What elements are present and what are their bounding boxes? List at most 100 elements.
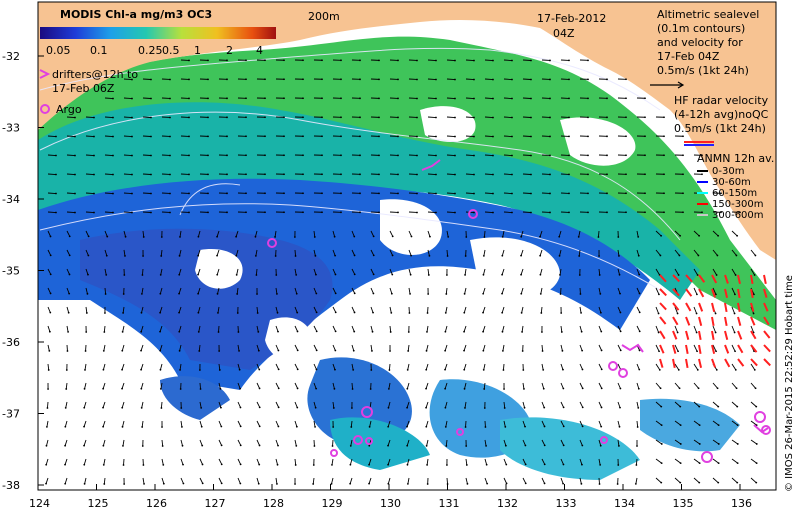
hf-arrow (750, 274, 754, 285)
velocity-arrow-head (678, 387, 681, 390)
velocity-arrow-head (295, 444, 298, 447)
velocity-arrow (426, 458, 429, 465)
velocity-arrow-head (425, 444, 428, 447)
velocity-arrow-head (755, 481, 758, 484)
velocity-arrow-head (735, 387, 738, 390)
velocity-arrow (47, 192, 57, 194)
velocity-arrow (237, 420, 242, 427)
hf-arrow (724, 344, 730, 354)
velocity-arrow-head (696, 274, 699, 276)
velocity-arrow-head (372, 235, 375, 238)
velocity-arrow-head (663, 173, 665, 176)
velocity-arrow-head (274, 255, 277, 257)
velocity-arrow (483, 249, 486, 256)
velocity-arrow (102, 439, 106, 446)
velocity-arrow (427, 173, 437, 175)
velocity-arrow (464, 268, 467, 275)
velocity-arrow-head (523, 388, 525, 390)
velocity-arrow (444, 382, 448, 389)
velocity-arrow-head (238, 368, 241, 371)
velocity-arrow-head (492, 173, 494, 176)
velocity-arrow (427, 78, 437, 80)
argo-float (761, 425, 771, 435)
velocity-arrow (294, 344, 299, 351)
hf-arrow (672, 344, 677, 354)
velocity-arrow-head (257, 482, 260, 485)
velocity-arrow-head (483, 388, 486, 390)
velocity-arrow-head (321, 97, 323, 100)
velocity-arrow-head (581, 425, 584, 428)
velocity-arrow-head (239, 425, 242, 428)
colorbar-tick-label: 2 (226, 44, 233, 57)
velocity-arrow-head (638, 330, 641, 333)
velocity-arrow (484, 192, 494, 195)
velocity-arrow (712, 439, 720, 445)
velocity-arrow-head (83, 425, 85, 428)
velocity-arrow-head (159, 349, 162, 352)
velocity-arrow-head (245, 135, 247, 138)
velocity-arrow-head (530, 116, 532, 119)
velocity-arrow-head (302, 211, 304, 214)
velocity-arrow-head (321, 154, 323, 157)
velocity-arrow-head (258, 463, 261, 466)
velocity-arrow-head (446, 274, 448, 276)
velocity-arrow (579, 344, 583, 351)
velocity-arrow-head (522, 369, 525, 371)
velocity-arrow (540, 287, 543, 294)
velocity-arrow-head (296, 387, 299, 390)
velocity-arrow (598, 439, 602, 446)
velocity-arrow-head (199, 388, 202, 390)
velocity-arrow-head (276, 483, 278, 485)
velocity-arrow (142, 135, 152, 137)
velocity-arrow-head (530, 97, 532, 100)
velocity-arrow (731, 420, 738, 426)
velocity-arrow (465, 78, 475, 81)
velocity-arrow-head (150, 154, 152, 157)
altimetry-line-4: 17-Feb 04Z (657, 50, 720, 63)
velocity-arrow-head (313, 236, 316, 238)
velocity-arrow (197, 230, 201, 237)
velocity-arrow-head (49, 254, 52, 257)
velocity-arrow-head (679, 481, 682, 484)
velocity-arrow (425, 401, 429, 408)
hf-arrow (672, 316, 679, 326)
velocity-arrow (313, 306, 318, 313)
velocity-arrow-head (359, 154, 361, 157)
velocity-arrow-head (463, 368, 466, 371)
hf-arrow (711, 344, 716, 354)
velocity-arrow-head (549, 154, 551, 157)
velocity-arrow-head (237, 331, 240, 333)
velocity-arrow-head (359, 116, 361, 119)
velocity-arrow-head (562, 444, 565, 447)
velocity-arrow-head (679, 234, 682, 237)
velocity-arrow (66, 268, 70, 275)
velocity-arrow-head (501, 349, 504, 352)
velocity-arrow-head (715, 293, 717, 296)
velocity-arrow (617, 344, 622, 351)
hf-arrow (659, 330, 666, 340)
velocity-arrow (484, 173, 494, 176)
velocity-arrow-head (753, 274, 756, 276)
velocity-arrow (389, 249, 393, 256)
velocity-arrow-head (45, 482, 47, 485)
velocity-arrow-head (178, 292, 180, 295)
velocity-arrow-head (406, 463, 409, 466)
velocity-arrow-head (277, 387, 280, 390)
velocity-arrow (503, 78, 513, 80)
velocity-arrow-head (600, 425, 603, 428)
velocity-arrow-head (254, 235, 257, 238)
velocity-arrow (597, 230, 600, 238)
velocity-arrow-head (579, 293, 582, 295)
velocity-arrow-head (483, 407, 486, 409)
lon-tick-label: 132 (497, 497, 518, 510)
velocity-arrow-head (618, 273, 621, 276)
velocity-arrow-head (169, 154, 171, 157)
hf-arrow (737, 316, 742, 326)
velocity-arrow (85, 230, 90, 237)
velocity-arrow-head (549, 211, 551, 214)
velocity-arrow (66, 154, 76, 156)
velocity-arrow (463, 363, 467, 370)
velocity-arrow (332, 401, 335, 409)
velocity-arrow-head (483, 236, 486, 238)
velocity-arrow-head (321, 173, 323, 176)
